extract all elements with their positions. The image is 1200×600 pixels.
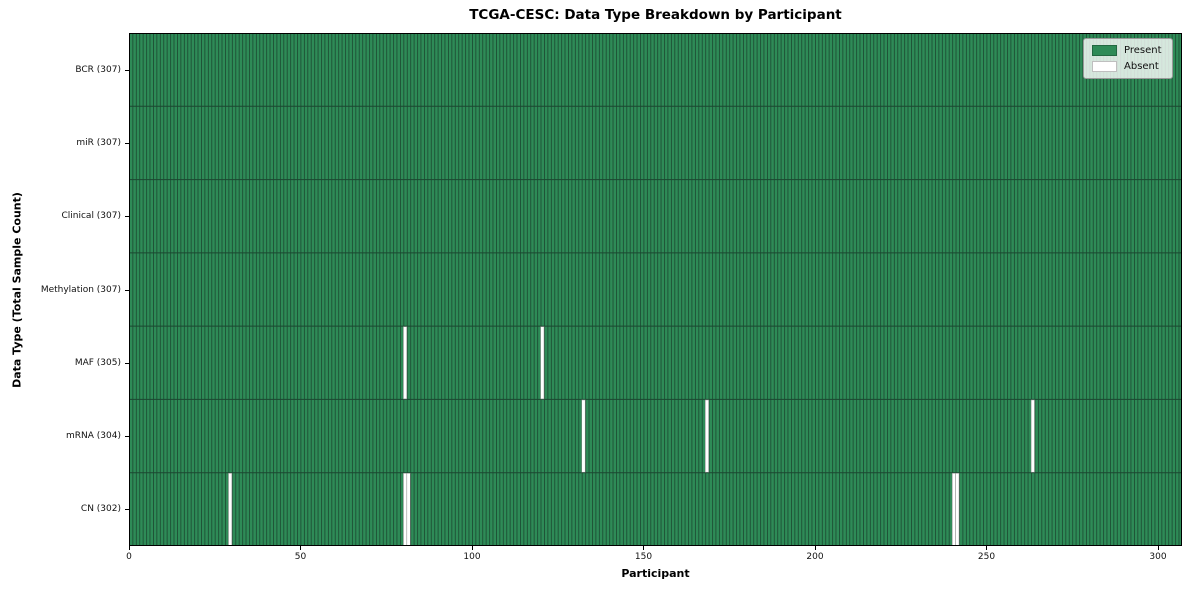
absent-cell-CN-29 (228, 472, 233, 546)
y-tick-mark-miR (125, 142, 129, 144)
x-tick-label-50: 50 (294, 552, 307, 562)
x-tick-mark-100 (471, 546, 473, 550)
y-tick-label-BCR: BCR (307) (75, 64, 121, 75)
y-tick-label-Methylation: Methylation (307) (40, 284, 121, 295)
heatmap-plot (129, 33, 1182, 546)
x-tick-label-200: 200 (806, 552, 824, 562)
x-tick-mark-200 (814, 546, 816, 550)
legend-item-present: Present (1092, 45, 1164, 56)
y-tick-mark-MAF (125, 362, 129, 364)
absent-cell-CN-81 (406, 472, 411, 546)
absent-cell-MAF-120 (540, 326, 545, 400)
x-tick-mark-0 (129, 546, 130, 550)
x-tick-label-0: 0 (126, 552, 132, 562)
chart-title: TCGA-CESC: Data Type Breakdown by Partic… (469, 7, 842, 23)
x-tick-label-300: 300 (1149, 552, 1167, 562)
absent-cell-CN-241 (955, 472, 960, 546)
y-tick-mark-Methylation (125, 289, 129, 291)
x-tick-mark-50 (300, 546, 302, 550)
x-tick-mark-250 (986, 546, 988, 550)
present-swatch (1092, 45, 1117, 56)
y-tick-label-Clinical: Clinical (307) (61, 211, 121, 222)
y-tick-mark-Clinical (125, 216, 129, 218)
x-tick-label-250: 250 (977, 552, 996, 562)
absent-cell-CN-80 (403, 472, 408, 546)
y-tick-label-mRNA: mRNA (304) (66, 431, 121, 442)
absent-cell-mRNA-132 (581, 399, 586, 473)
y-tick-label-miR: miR (307) (76, 137, 121, 148)
x-axis-label: Participant (621, 567, 690, 580)
legend: Present Absent (1083, 38, 1173, 79)
legend-label-present: Present (1124, 45, 1162, 56)
absent-cell-MAF-80 (403, 326, 408, 400)
absent-cell-mRNA-263 (1030, 399, 1035, 473)
x-tick-mark-300 (1157, 546, 1159, 550)
x-tick-label-100: 100 (463, 552, 481, 562)
heatmap-canvas (129, 33, 1182, 546)
y-tick-label-CN: CN (302) (80, 504, 121, 515)
y-tick-mark-CN (125, 509, 129, 511)
absent-cell-CN-240 (951, 472, 956, 546)
y-tick-mark-mRNA (125, 436, 129, 438)
legend-label-absent: Absent (1124, 61, 1159, 72)
legend-item-absent: Absent (1092, 61, 1164, 72)
y-tick-label-MAF: MAF (305) (74, 357, 121, 368)
absent-swatch (1092, 61, 1117, 72)
plot-border (129, 33, 1182, 546)
absent-cell-mRNA-168 (704, 399, 709, 473)
y-tick-mark-BCR (125, 69, 129, 71)
x-tick-label-150: 150 (634, 552, 653, 562)
present-cells (129, 33, 1182, 546)
x-tick-mark-150 (643, 546, 645, 550)
